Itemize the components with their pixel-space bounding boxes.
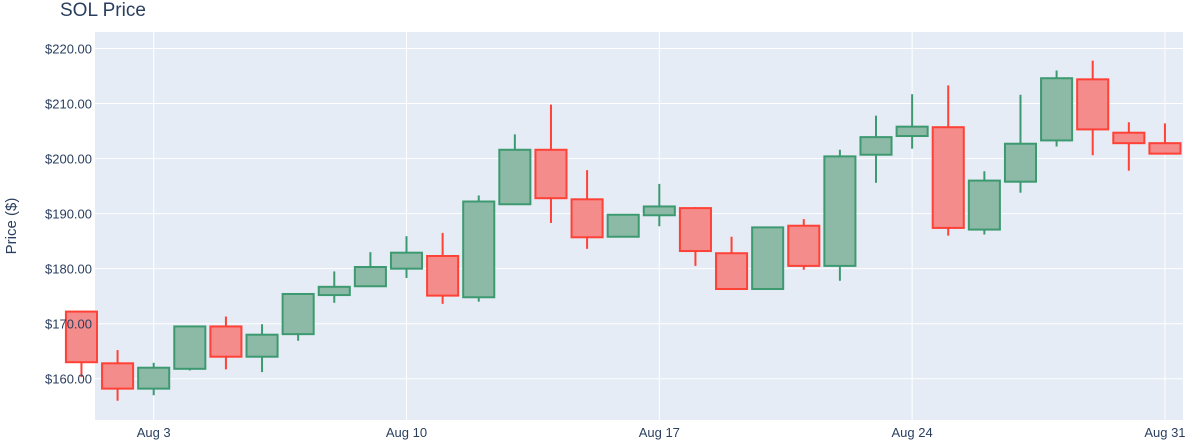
candle-body: [895, 125, 929, 138]
candle-body: [245, 333, 279, 358]
candle-body: [317, 285, 351, 297]
y-tick-label: $190.00: [45, 207, 92, 222]
candle: [498, 134, 532, 206]
candle-body: [462, 200, 496, 299]
candles: [64, 60, 1182, 401]
candle: [1076, 60, 1110, 156]
candle: [209, 316, 243, 370]
candle: [317, 271, 351, 303]
x-tick-label: Aug 10: [386, 425, 427, 440]
candle: [64, 310, 98, 378]
candle-body: [967, 179, 1001, 231]
candle-body: [1003, 142, 1038, 183]
candle: [426, 232, 460, 304]
candle: [787, 219, 821, 270]
candle: [931, 85, 965, 236]
candle: [1040, 70, 1074, 147]
candle-body: [498, 148, 532, 206]
candle-body: [642, 205, 676, 217]
candle-body: [353, 266, 387, 288]
candle: [715, 236, 749, 291]
y-axis-label: Price ($): [3, 198, 20, 255]
chart-title: SOL Price: [60, 0, 146, 21]
x-tick-label: Aug 3: [137, 425, 171, 440]
candle: [1148, 123, 1182, 155]
candle: [606, 213, 640, 238]
candle: [137, 362, 171, 396]
gridlines: [95, 32, 1183, 420]
candle-body: [534, 148, 568, 200]
candle: [967, 171, 1001, 235]
candle-body: [137, 366, 171, 390]
candle: [389, 236, 424, 279]
candle-body: [787, 224, 821, 267]
x-tick-label: Aug 31: [1144, 425, 1185, 440]
candle-body: [389, 251, 424, 270]
y-axis: $160.00 $170.00 $180.00 $190.00 $200.00 $210.…: [45, 42, 92, 387]
candle: [245, 324, 279, 373]
y-tick-label: $220.00: [45, 42, 92, 57]
candle-body: [173, 325, 207, 370]
y-tick-label: $160.00: [45, 372, 92, 387]
candle-body: [678, 207, 712, 253]
candle: [1003, 94, 1038, 193]
candle: [642, 183, 676, 227]
candle: [895, 94, 929, 149]
candle: [281, 292, 315, 341]
candle: [534, 104, 568, 223]
candle-body: [209, 325, 243, 358]
candle-body: [281, 292, 315, 336]
x-tick-label: Aug 17: [639, 425, 680, 440]
candle-body: [1040, 77, 1074, 142]
y-tick-label: $200.00: [45, 152, 92, 167]
candle: [751, 226, 785, 291]
x-tick-label: Aug 24: [892, 425, 933, 440]
candle-body: [101, 362, 135, 390]
candle: [101, 350, 135, 401]
candle: [462, 195, 496, 302]
candle-body: [426, 254, 460, 297]
candle-body: [1112, 131, 1146, 145]
candle: [823, 149, 857, 281]
candle: [859, 115, 893, 183]
candle: [1112, 122, 1146, 171]
candle: [173, 325, 207, 371]
candle-body: [751, 226, 785, 291]
y-tick-label: $180.00: [45, 262, 92, 277]
candle-body: [606, 213, 640, 238]
candle: [353, 252, 387, 288]
candle-body: [931, 126, 965, 229]
candle-body: [1148, 142, 1182, 155]
candle: [678, 207, 712, 266]
y-tick-label: $210.00: [45, 97, 92, 112]
y-tick-label: $170.00: [45, 317, 92, 332]
candle-body: [64, 310, 98, 364]
candle-body: [570, 198, 604, 239]
candle-body: [1076, 78, 1110, 131]
candle-body: [859, 136, 893, 156]
candle-body: [715, 252, 749, 291]
candle-body: [823, 155, 857, 267]
candle: [570, 170, 604, 249]
x-axis: Aug 3 Aug 10 Aug 17 Aug 24 Aug 31: [137, 425, 1186, 440]
